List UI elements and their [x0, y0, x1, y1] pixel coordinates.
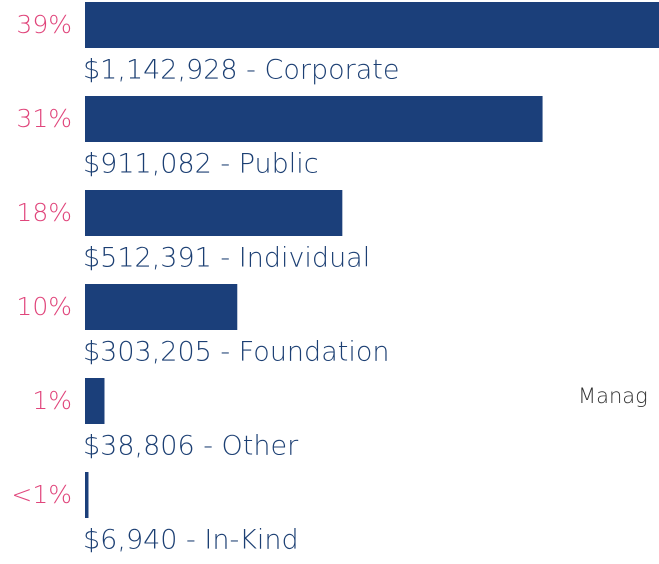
category-label: $911,082 - Public: [83, 149, 319, 180]
bar: [85, 472, 89, 518]
category-label: $38,806 - Other: [83, 431, 299, 462]
percent-label: 10%: [16, 292, 72, 321]
bar: [85, 378, 105, 424]
percent-label: 39%: [16, 10, 72, 39]
bar: [85, 284, 238, 330]
bar: [85, 190, 343, 236]
percent-label: 1%: [32, 386, 72, 415]
category-label: $512,391 - Individual: [83, 243, 370, 274]
category-label: $1,142,928 - Corporate: [83, 55, 399, 86]
percent-label: 31%: [16, 104, 72, 133]
category-label: $6,940 - In-Kind: [83, 525, 299, 556]
bar: [85, 2, 659, 48]
percent-label: <1%: [11, 480, 72, 509]
category-label: $303,205 - Foundation: [83, 337, 389, 368]
annotation: Manag: [578, 384, 648, 408]
percent-label: 18%: [16, 198, 72, 227]
bar: [85, 96, 543, 142]
